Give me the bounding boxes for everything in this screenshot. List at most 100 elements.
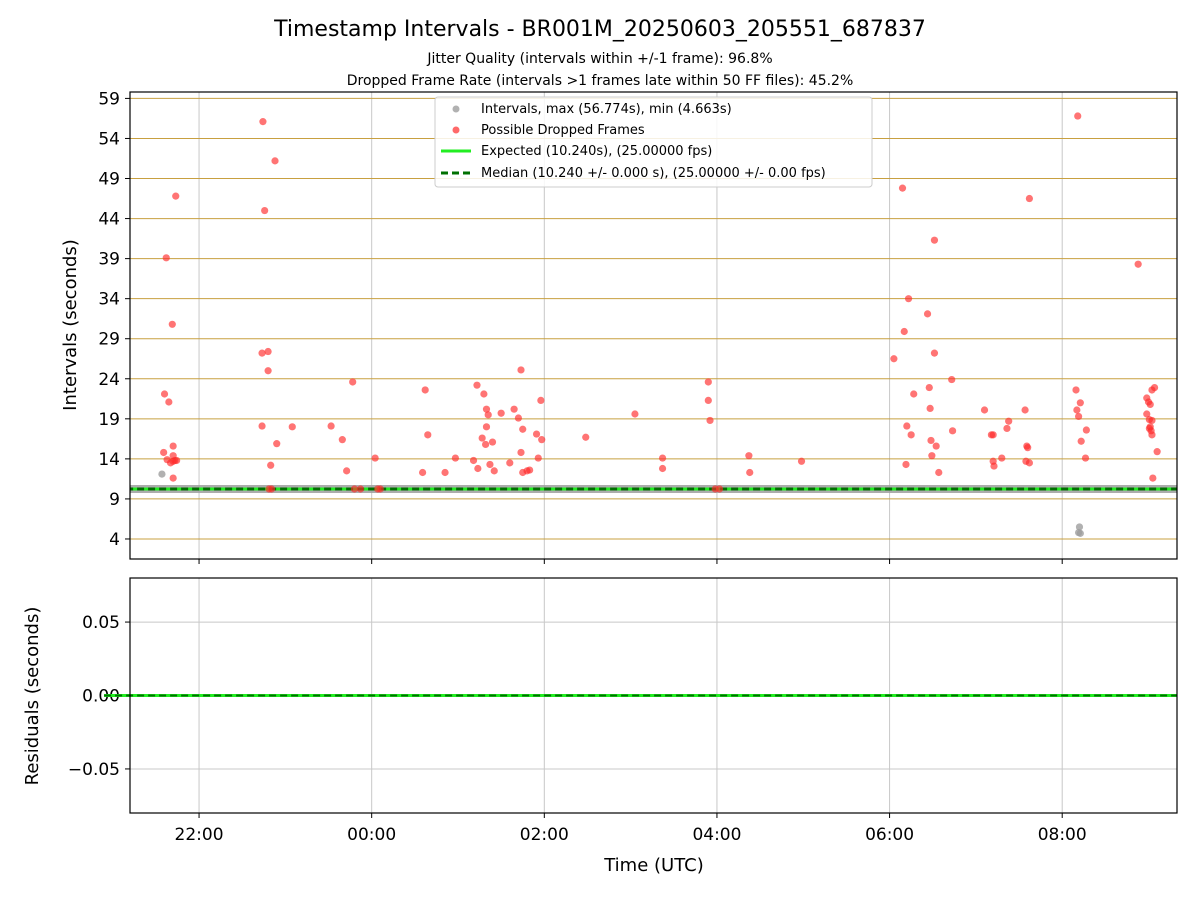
dropped-frame-point: [1073, 406, 1081, 414]
dropped-frame-point: [948, 427, 957, 435]
dropped-frame-point: [631, 410, 639, 418]
intervals-ytick-label: 24: [98, 370, 120, 390]
dropped-frame-point: [1005, 417, 1013, 425]
dropped-frame-point: [258, 422, 266, 430]
dropped-frame-point: [486, 460, 494, 469]
dropped-frame-point: [478, 434, 486, 442]
dropped-frame-point: [267, 485, 276, 493]
intervals-ytick-label: 29: [98, 330, 120, 350]
dropped-frame-point: [890, 355, 898, 363]
dropped-frame-point: [490, 467, 498, 475]
dropped-frame-point: [898, 184, 907, 192]
x-tick-label: 04:00: [692, 825, 741, 845]
dropped-frame-point: [903, 422, 911, 430]
dropped-frame-point: [1134, 260, 1142, 268]
dropped-frame-point: [1025, 459, 1034, 467]
chart-subtitle-jitter: Jitter Quality (intervals within +/-1 fr…: [426, 51, 772, 67]
dropped-frame-point: [506, 459, 514, 467]
dropped-frame-point: [1024, 444, 1032, 452]
residuals-ytick-label: 0.05: [82, 613, 120, 633]
dropped-frame-point: [928, 452, 936, 460]
dropped-frame-point: [1146, 400, 1154, 409]
dropped-frame-point: [910, 390, 918, 398]
dropped-frame-point: [926, 404, 934, 413]
dropped-frame-point: [1082, 426, 1090, 434]
legend-dropped-label: Possible Dropped Frames: [481, 123, 645, 138]
dropped-frame-point: [1072, 386, 1080, 394]
legend: Intervals, max (56.774s), min (4.663s) P…: [434, 96, 873, 188]
dropped-frame-point: [169, 474, 177, 482]
intervals-frame: [129, 91, 1178, 560]
dropped-frame-point: [261, 206, 269, 215]
chart-subtitle-dropped: Dropped Frame Rate (intervals >1 frames …: [347, 73, 854, 89]
dropped-frame-point: [473, 381, 481, 389]
dropped-frame-point: [419, 468, 427, 477]
dropped-frame-point: [745, 452, 753, 460]
dropped-frame-point: [923, 310, 932, 318]
intervals-ytick-label: 19: [98, 410, 120, 430]
dropped-frame-point: [441, 468, 449, 477]
intervals-ylabel: Intervals (seconds): [60, 239, 81, 411]
dropped-frame-point: [1021, 406, 1029, 414]
dropped-frame-point: [288, 423, 296, 431]
dropped-frame-point: [582, 433, 590, 441]
x-tick-label: 08:00: [1038, 825, 1087, 845]
dropped-frame-point: [165, 398, 173, 406]
legend-expected-label: Expected (10.240s), (25.00000 fps): [481, 144, 712, 159]
residuals-frame: [129, 577, 1178, 814]
dropped-frame-point: [797, 457, 806, 465]
residuals-plot: 22:00 00:00 02:00 04:00 06:00 08:00 −0.05 0.00 0…: [68, 577, 1178, 845]
dropped-frame-point: [1077, 437, 1085, 445]
legend-median-label: Median (10.240 +/- 0.000 s), (25.00000 +…: [481, 166, 826, 181]
dropped-frame-point: [480, 390, 488, 398]
x-tick-label: 02:00: [520, 825, 569, 845]
dropped-frame-point: [510, 405, 518, 413]
dropped-frame-point: [519, 425, 527, 433]
legend-intervals-marker: [452, 105, 460, 113]
x-tick-label: 00:00: [347, 825, 396, 845]
intervals-ytick-label: 14: [98, 450, 120, 470]
dropped-frame-point: [935, 468, 943, 477]
dropped-frame-point: [371, 454, 379, 462]
dropped-frame-point: [172, 192, 180, 200]
dropped-frame-point: [517, 366, 525, 374]
interval-point: [1076, 529, 1084, 537]
dropped-frame-point: [451, 454, 460, 462]
dropped-frame-point: [482, 423, 491, 431]
dropped-frame-point: [704, 396, 712, 404]
dropped-frame-point: [497, 409, 505, 417]
interval-point: [158, 470, 166, 478]
dropped-frame-point: [658, 454, 667, 462]
dropped-frame-point: [1148, 416, 1156, 425]
dropped-frame-point: [930, 236, 939, 244]
intervals-data-layer: [119, 112, 1177, 537]
dropped-frame-point: [488, 438, 497, 446]
dropped-frame-point: [349, 378, 357, 386]
dropped-frame-point: [271, 157, 279, 165]
dropped-frame-point: [948, 375, 956, 384]
dropped-frame-point: [474, 464, 482, 473]
dropped-frame-point: [1074, 112, 1082, 120]
dropped-frame-point: [169, 442, 177, 450]
dropped-frame-point: [338, 436, 346, 444]
dropped-frame-point: [537, 396, 545, 404]
dropped-frame-point: [1081, 454, 1090, 462]
dropped-frame-point: [1148, 431, 1156, 439]
dropped-frame-point: [990, 462, 998, 470]
intervals-ytick-label: 49: [98, 170, 120, 190]
dropped-frame-point: [900, 327, 908, 336]
dropped-frame-point: [1075, 412, 1083, 421]
dropped-frame-point: [658, 464, 667, 473]
legend-box: [434, 96, 873, 188]
dropped-frame-point: [119, 485, 126, 492]
dropped-frame-point: [998, 454, 1006, 462]
dropped-frame-point: [1153, 448, 1161, 456]
dropped-frame-point: [526, 466, 534, 474]
dropped-frame-point: [258, 349, 266, 357]
intervals-ytick-label: 34: [98, 290, 120, 310]
dropped-frame-point: [534, 454, 542, 462]
dropped-frame-point: [350, 485, 359, 493]
intervals-ytick-label: 9: [109, 490, 120, 510]
